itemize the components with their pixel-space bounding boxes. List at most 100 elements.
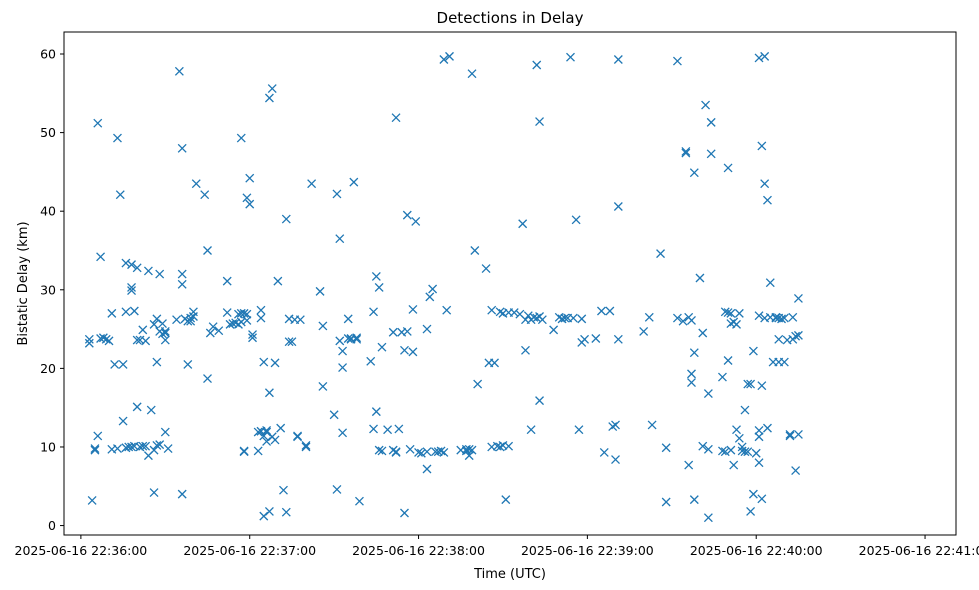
data-point <box>118 416 128 426</box>
data-point <box>791 331 801 341</box>
data-point <box>793 429 803 439</box>
data-point <box>172 315 182 325</box>
data-point <box>335 336 345 346</box>
x-axis-label: Time (UTC) <box>473 567 546 582</box>
data-point <box>740 405 750 415</box>
data-point <box>754 53 764 63</box>
data-point <box>414 448 424 457</box>
data-point <box>90 444 100 454</box>
data-point <box>490 358 499 368</box>
data-point <box>416 448 426 458</box>
data-point <box>127 286 136 296</box>
data-point <box>400 345 409 355</box>
data-point <box>599 448 609 457</box>
data-point <box>613 334 623 344</box>
data-point <box>343 334 353 343</box>
data-point <box>93 431 103 441</box>
data-point <box>748 346 758 356</box>
data-point <box>101 334 111 344</box>
data-point <box>160 335 170 345</box>
data-point <box>439 448 449 457</box>
data-point <box>535 396 545 406</box>
data-point <box>388 327 398 337</box>
data-point <box>574 425 584 435</box>
data-point <box>411 216 421 226</box>
data-point <box>754 432 764 442</box>
data-point <box>267 84 277 94</box>
data-point <box>566 52 575 62</box>
data-point <box>754 311 764 321</box>
data-point <box>113 444 122 454</box>
x-tick-label: 2025-06-16 22:38:00 <box>352 543 485 558</box>
data-point <box>698 328 708 338</box>
y-tick-label: 60 <box>40 47 56 62</box>
data-point <box>596 306 606 316</box>
data-point <box>687 378 696 387</box>
y-tick-label: 40 <box>40 204 56 219</box>
data-point <box>146 405 156 415</box>
data-point <box>338 346 348 356</box>
data-point <box>141 441 151 451</box>
data-point <box>158 319 167 329</box>
data-point <box>509 308 519 318</box>
data-point <box>332 484 342 494</box>
data-point <box>352 334 362 344</box>
data-point <box>152 357 162 367</box>
data-point <box>422 447 432 457</box>
data-point <box>129 306 139 316</box>
data-point <box>276 423 286 433</box>
data-point <box>717 446 727 456</box>
data-point <box>188 307 198 317</box>
data-point <box>242 309 252 319</box>
data-point <box>377 342 387 352</box>
data-point <box>428 284 438 294</box>
data-point <box>732 425 741 435</box>
data-point <box>121 258 131 268</box>
data-point <box>445 51 454 61</box>
data-point <box>284 337 294 347</box>
data-point <box>467 69 477 79</box>
data-point <box>487 305 497 315</box>
data-point <box>757 381 767 391</box>
data-point <box>422 324 432 334</box>
data-point <box>371 271 381 281</box>
data-point <box>318 381 328 391</box>
data-point <box>777 314 786 324</box>
data-point <box>222 276 232 286</box>
data-point <box>535 117 545 127</box>
data-point <box>391 113 401 123</box>
data-point <box>186 313 196 323</box>
data-point <box>408 347 418 357</box>
data-point <box>743 379 753 389</box>
data-point <box>687 369 696 379</box>
data-point <box>746 506 756 516</box>
data-point <box>647 420 657 430</box>
data-point <box>425 292 435 302</box>
data-point <box>681 148 691 158</box>
data-point <box>523 311 533 321</box>
data-point <box>467 445 477 455</box>
plot-area-frame <box>63 31 957 536</box>
data-point <box>127 260 136 270</box>
data-point <box>141 336 151 346</box>
data-point <box>400 508 409 518</box>
data-point <box>110 359 120 369</box>
data-point <box>366 356 376 366</box>
x-tick-label: 2025-06-16 22:40:00 <box>690 543 823 558</box>
data-point <box>661 497 671 507</box>
y-tick-label: 30 <box>40 282 56 297</box>
y-tick-label: 0 <box>48 518 56 533</box>
data-point <box>132 335 142 345</box>
data-point <box>132 402 142 412</box>
data-point <box>186 316 196 326</box>
data-point <box>87 495 97 505</box>
data-point <box>703 444 713 454</box>
data-point <box>177 269 187 279</box>
data-point <box>656 249 666 259</box>
data-point <box>723 163 733 173</box>
data-point <box>281 507 291 517</box>
data-point <box>152 440 162 450</box>
data-point <box>746 379 756 389</box>
data-point <box>160 427 170 437</box>
data-point <box>369 307 378 317</box>
